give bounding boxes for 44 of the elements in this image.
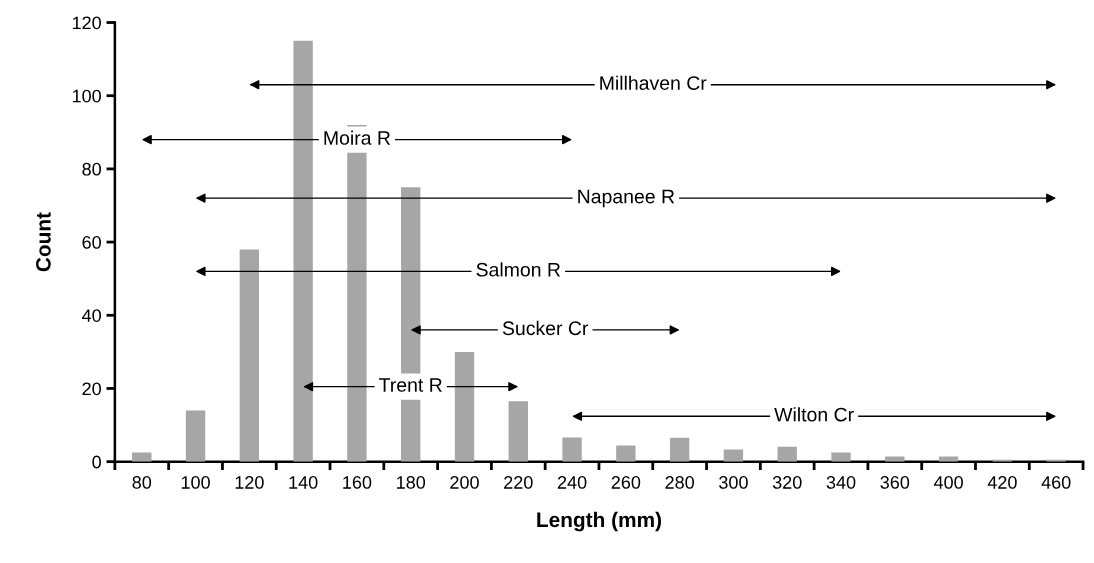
bar	[239, 249, 260, 462]
series-label: Sucker Cr	[502, 320, 589, 336]
bar	[616, 445, 636, 462]
x-tick-label: 220	[504, 476, 533, 489]
x-tick-label: 300	[719, 476, 748, 489]
x-tick-label: 200	[450, 476, 479, 489]
bar	[777, 446, 797, 462]
bar	[454, 351, 475, 462]
bar	[185, 410, 206, 462]
bar	[293, 40, 313, 462]
bar	[669, 437, 690, 462]
y-axis-title: Count	[36, 212, 51, 272]
x-tick-label: 320	[772, 476, 802, 489]
y-tick-label: 60	[82, 236, 101, 249]
x-tick-label: 80	[132, 476, 152, 489]
x-tick-label: 120	[235, 476, 264, 489]
series-label: Millhaven Cr	[600, 75, 707, 90]
x-tick-label: 240	[557, 476, 587, 489]
x-tick-label: 100	[181, 476, 210, 489]
bar	[562, 437, 582, 462]
bar	[831, 452, 851, 462]
y-tick-label: 20	[82, 382, 101, 396]
series-label: Trent R	[379, 378, 442, 392]
series-label: Wilton Cr	[774, 407, 854, 422]
x-tick-label: 280	[665, 476, 695, 489]
x-tick-label: 180	[397, 476, 426, 489]
x-tick-label: 260	[611, 476, 641, 489]
x-tick-label: 340	[826, 476, 856, 489]
y-tick-label: 0	[92, 455, 101, 469]
x-tick-label: 460	[1041, 476, 1071, 489]
y-tick-label: 80	[82, 162, 101, 176]
x-tick-label: 160	[343, 476, 372, 489]
x-tick-label: 400	[933, 476, 963, 489]
x-tick-label: 420	[987, 476, 1017, 489]
x-tick-label: 140	[289, 476, 318, 489]
y-tick-label: 100	[72, 89, 101, 103]
series-label: Moira R	[324, 130, 391, 145]
series-label: Napanee R	[578, 189, 675, 208]
y-tick-label: 40	[82, 309, 101, 322]
bar	[508, 401, 528, 462]
y-tick-label: 120	[72, 16, 101, 30]
x-tick-label: 360	[880, 476, 910, 489]
series-label: Salmon R	[476, 262, 561, 277]
x-axis-title: Length (mm)	[537, 511, 661, 532]
